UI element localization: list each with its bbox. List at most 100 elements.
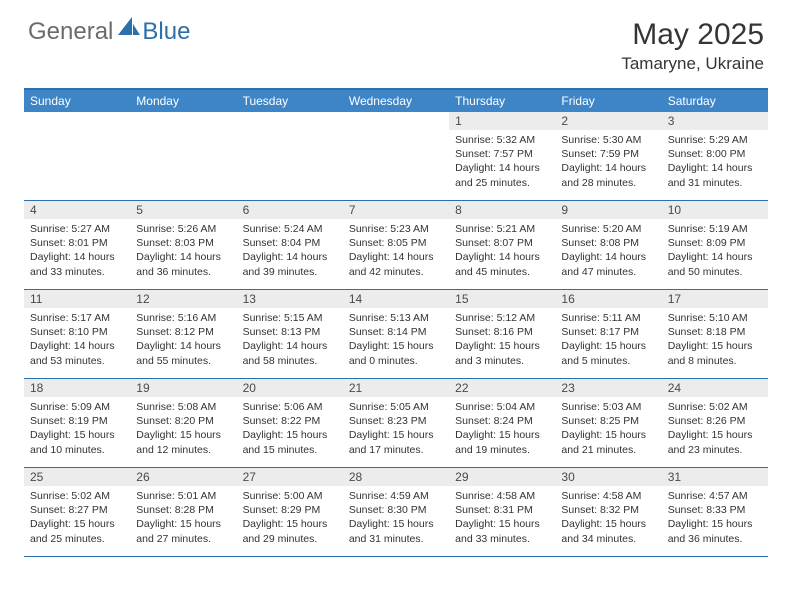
dayhead-friday: Friday [555,90,661,112]
day-cell [24,112,130,200]
sunset-text: Sunset: 7:57 PM [455,147,549,161]
day-number: 7 [343,201,449,219]
day-cell [130,112,236,200]
day-number: 12 [130,290,236,308]
day-number [343,112,449,116]
day-number: 13 [237,290,343,308]
daylight-text: Daylight: 14 hours and 33 minutes. [30,250,124,278]
day-number: 15 [449,290,555,308]
daylight-text: Daylight: 15 hours and 12 minutes. [136,428,230,456]
sunset-text: Sunset: 8:24 PM [455,414,549,428]
day-cell: 3Sunrise: 5:29 AMSunset: 8:00 PMDaylight… [662,112,768,200]
day-details: Sunrise: 4:57 AMSunset: 8:33 PMDaylight:… [662,486,768,550]
daylight-text: Daylight: 15 hours and 34 minutes. [561,517,655,545]
day-details: Sunrise: 5:23 AMSunset: 8:05 PMDaylight:… [343,219,449,283]
sunrise-text: Sunrise: 5:09 AM [30,400,124,414]
day-number: 30 [555,468,661,486]
day-cell: 2Sunrise: 5:30 AMSunset: 7:59 PMDaylight… [555,112,661,200]
daylight-text: Daylight: 15 hours and 21 minutes. [561,428,655,456]
day-details: Sunrise: 5:15 AMSunset: 8:13 PMDaylight:… [237,308,343,372]
sunrise-text: Sunrise: 4:57 AM [668,489,762,503]
daylight-text: Daylight: 14 hours and 53 minutes. [30,339,124,367]
daylight-text: Daylight: 14 hours and 31 minutes. [668,161,762,189]
day-cell: 11Sunrise: 5:17 AMSunset: 8:10 PMDayligh… [24,290,130,378]
day-details: Sunrise: 5:29 AMSunset: 8:00 PMDaylight:… [662,130,768,194]
day-details: Sunrise: 5:12 AMSunset: 8:16 PMDaylight:… [449,308,555,372]
day-cell: 13Sunrise: 5:15 AMSunset: 8:13 PMDayligh… [237,290,343,378]
day-number: 28 [343,468,449,486]
sunset-text: Sunset: 8:04 PM [243,236,337,250]
sunrise-text: Sunrise: 5:24 AM [243,222,337,236]
daylight-text: Daylight: 14 hours and 55 minutes. [136,339,230,367]
day-cell: 25Sunrise: 5:02 AMSunset: 8:27 PMDayligh… [24,468,130,556]
sunset-text: Sunset: 8:01 PM [30,236,124,250]
day-cell: 9Sunrise: 5:20 AMSunset: 8:08 PMDaylight… [555,201,661,289]
sunset-text: Sunset: 8:16 PM [455,325,549,339]
day-cell: 31Sunrise: 4:57 AMSunset: 8:33 PMDayligh… [662,468,768,556]
day-details: Sunrise: 5:21 AMSunset: 8:07 PMDaylight:… [449,219,555,283]
sunset-text: Sunset: 8:05 PM [349,236,443,250]
sunset-text: Sunset: 8:29 PM [243,503,337,517]
day-number: 1 [449,112,555,130]
sunset-text: Sunset: 8:33 PM [668,503,762,517]
day-number: 8 [449,201,555,219]
day-cell: 12Sunrise: 5:16 AMSunset: 8:12 PMDayligh… [130,290,236,378]
sunrise-text: Sunrise: 5:06 AM [243,400,337,414]
day-number: 16 [555,290,661,308]
day-cell: 5Sunrise: 5:26 AMSunset: 8:03 PMDaylight… [130,201,236,289]
day-details: Sunrise: 5:20 AMSunset: 8:08 PMDaylight:… [555,219,661,283]
sunset-text: Sunset: 8:03 PM [136,236,230,250]
day-details: Sunrise: 5:24 AMSunset: 8:04 PMDaylight:… [237,219,343,283]
day-details: Sunrise: 5:03 AMSunset: 8:25 PMDaylight:… [555,397,661,461]
sunset-text: Sunset: 7:59 PM [561,147,655,161]
daylight-text: Daylight: 15 hours and 3 minutes. [455,339,549,367]
day-details: Sunrise: 5:16 AMSunset: 8:12 PMDaylight:… [130,308,236,372]
sunset-text: Sunset: 8:17 PM [561,325,655,339]
day-number: 9 [555,201,661,219]
logo: General Blue [28,18,190,46]
day-cell: 19Sunrise: 5:08 AMSunset: 8:20 PMDayligh… [130,379,236,467]
sunset-text: Sunset: 8:12 PM [136,325,230,339]
day-details: Sunrise: 5:13 AMSunset: 8:14 PMDaylight:… [343,308,449,372]
day-details: Sunrise: 5:08 AMSunset: 8:20 PMDaylight:… [130,397,236,461]
day-cell: 17Sunrise: 5:10 AMSunset: 8:18 PMDayligh… [662,290,768,378]
sunrise-text: Sunrise: 5:26 AM [136,222,230,236]
logo-text-blue: Blue [142,18,190,46]
day-cell [343,112,449,200]
day-cell: 7Sunrise: 5:23 AMSunset: 8:05 PMDaylight… [343,201,449,289]
day-cell: 26Sunrise: 5:01 AMSunset: 8:28 PMDayligh… [130,468,236,556]
weeks-container: 1Sunrise: 5:32 AMSunset: 7:57 PMDaylight… [24,112,768,557]
daylight-text: Daylight: 15 hours and 27 minutes. [136,517,230,545]
daylight-text: Daylight: 15 hours and 33 minutes. [455,517,549,545]
logo-sail-icon [118,17,140,42]
day-number: 14 [343,290,449,308]
day-cell: 24Sunrise: 5:02 AMSunset: 8:26 PMDayligh… [662,379,768,467]
dayhead-tuesday: Tuesday [237,90,343,112]
daylight-text: Daylight: 14 hours and 25 minutes. [455,161,549,189]
sunset-text: Sunset: 8:07 PM [455,236,549,250]
day-header-row: Sunday Monday Tuesday Wednesday Thursday… [24,90,768,112]
day-number: 29 [449,468,555,486]
sunrise-text: Sunrise: 5:15 AM [243,311,337,325]
day-cell: 15Sunrise: 5:12 AMSunset: 8:16 PMDayligh… [449,290,555,378]
daylight-text: Daylight: 15 hours and 0 minutes. [349,339,443,367]
day-number: 20 [237,379,343,397]
sunset-text: Sunset: 8:23 PM [349,414,443,428]
day-number: 21 [343,379,449,397]
sunset-text: Sunset: 8:25 PM [561,414,655,428]
week-row: 18Sunrise: 5:09 AMSunset: 8:19 PMDayligh… [24,379,768,468]
sunset-text: Sunset: 8:31 PM [455,503,549,517]
week-row: 4Sunrise: 5:27 AMSunset: 8:01 PMDaylight… [24,201,768,290]
day-number: 2 [555,112,661,130]
day-cell [237,112,343,200]
sunset-text: Sunset: 8:10 PM [30,325,124,339]
sunrise-text: Sunrise: 5:20 AM [561,222,655,236]
dayhead-sunday: Sunday [24,90,130,112]
day-number: 4 [24,201,130,219]
day-number: 31 [662,468,768,486]
day-details: Sunrise: 5:30 AMSunset: 7:59 PMDaylight:… [555,130,661,194]
day-cell: 18Sunrise: 5:09 AMSunset: 8:19 PMDayligh… [24,379,130,467]
sunset-text: Sunset: 8:32 PM [561,503,655,517]
sunrise-text: Sunrise: 5:12 AM [455,311,549,325]
daylight-text: Daylight: 14 hours and 28 minutes. [561,161,655,189]
